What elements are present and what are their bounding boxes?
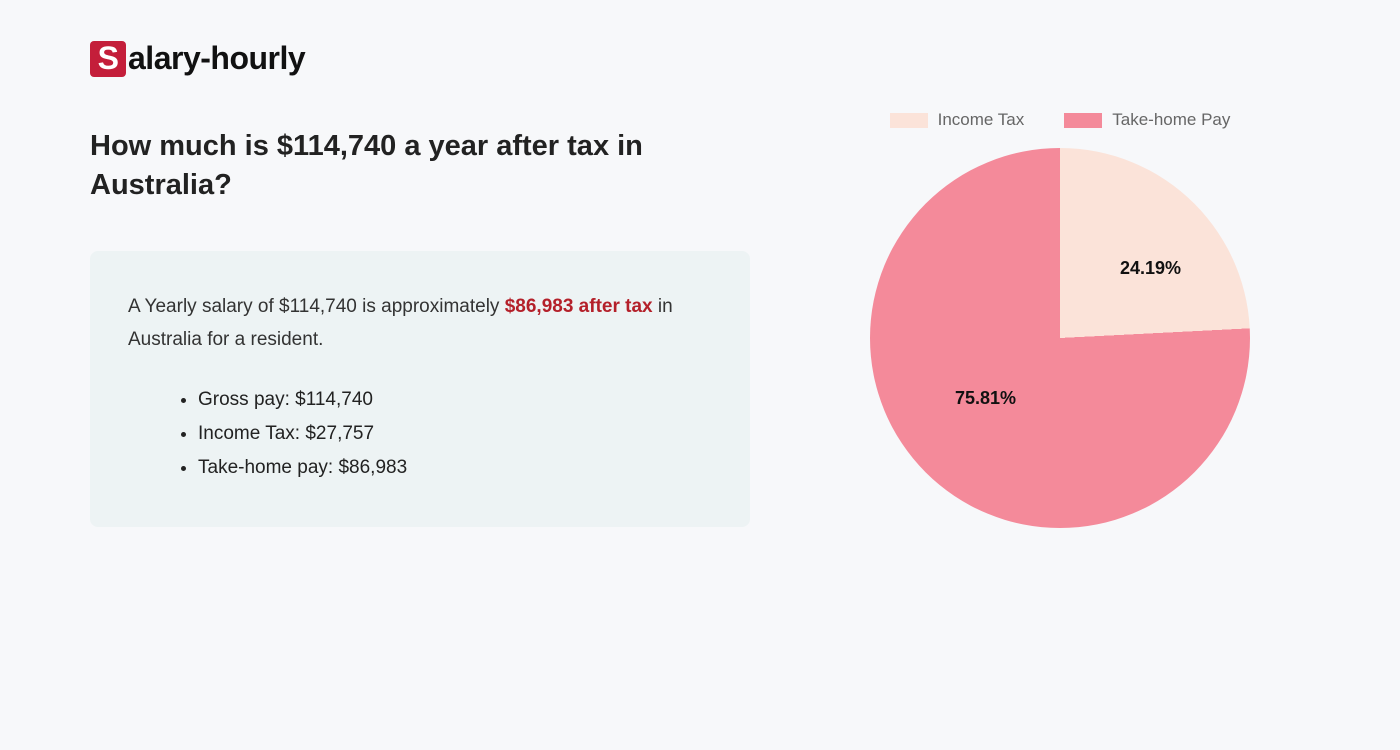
pie-graphic (870, 148, 1250, 528)
summary-prefix: A Yearly salary of $114,740 is approxima… (128, 296, 505, 317)
legend-label: Income Tax (938, 110, 1025, 130)
summary-text: A Yearly salary of $114,740 is approxima… (128, 291, 712, 356)
chart-legend: Income Tax Take-home Pay (810, 110, 1310, 130)
page-title: How much is $114,740 a year after tax in… (90, 127, 750, 205)
legend-item-income-tax: Income Tax (890, 110, 1025, 130)
legend-label: Take-home Pay (1112, 110, 1230, 130)
summary-highlight: $86,983 after tax (505, 296, 653, 317)
summary-card: A Yearly salary of $114,740 is approxima… (90, 251, 750, 526)
list-item: Take-home pay: $86,983 (198, 452, 712, 484)
list-item: Income Tax: $27,757 (198, 418, 712, 450)
logo-text: alary-hourly (128, 40, 305, 77)
legend-item-take-home: Take-home Pay (1064, 110, 1230, 130)
site-logo: Salary-hourly (90, 40, 750, 77)
legend-swatch (890, 113, 928, 128)
pie-chart: 24.19% 75.81% (870, 148, 1250, 528)
breakdown-list: Gross pay: $114,740 Income Tax: $27,757 … (128, 384, 712, 485)
pie-slice-label: 24.19% (1120, 258, 1181, 279)
list-item: Gross pay: $114,740 (198, 384, 712, 416)
pie-slice-label: 75.81% (955, 388, 1016, 409)
legend-swatch (1064, 113, 1102, 128)
logo-badge: S (90, 41, 126, 77)
